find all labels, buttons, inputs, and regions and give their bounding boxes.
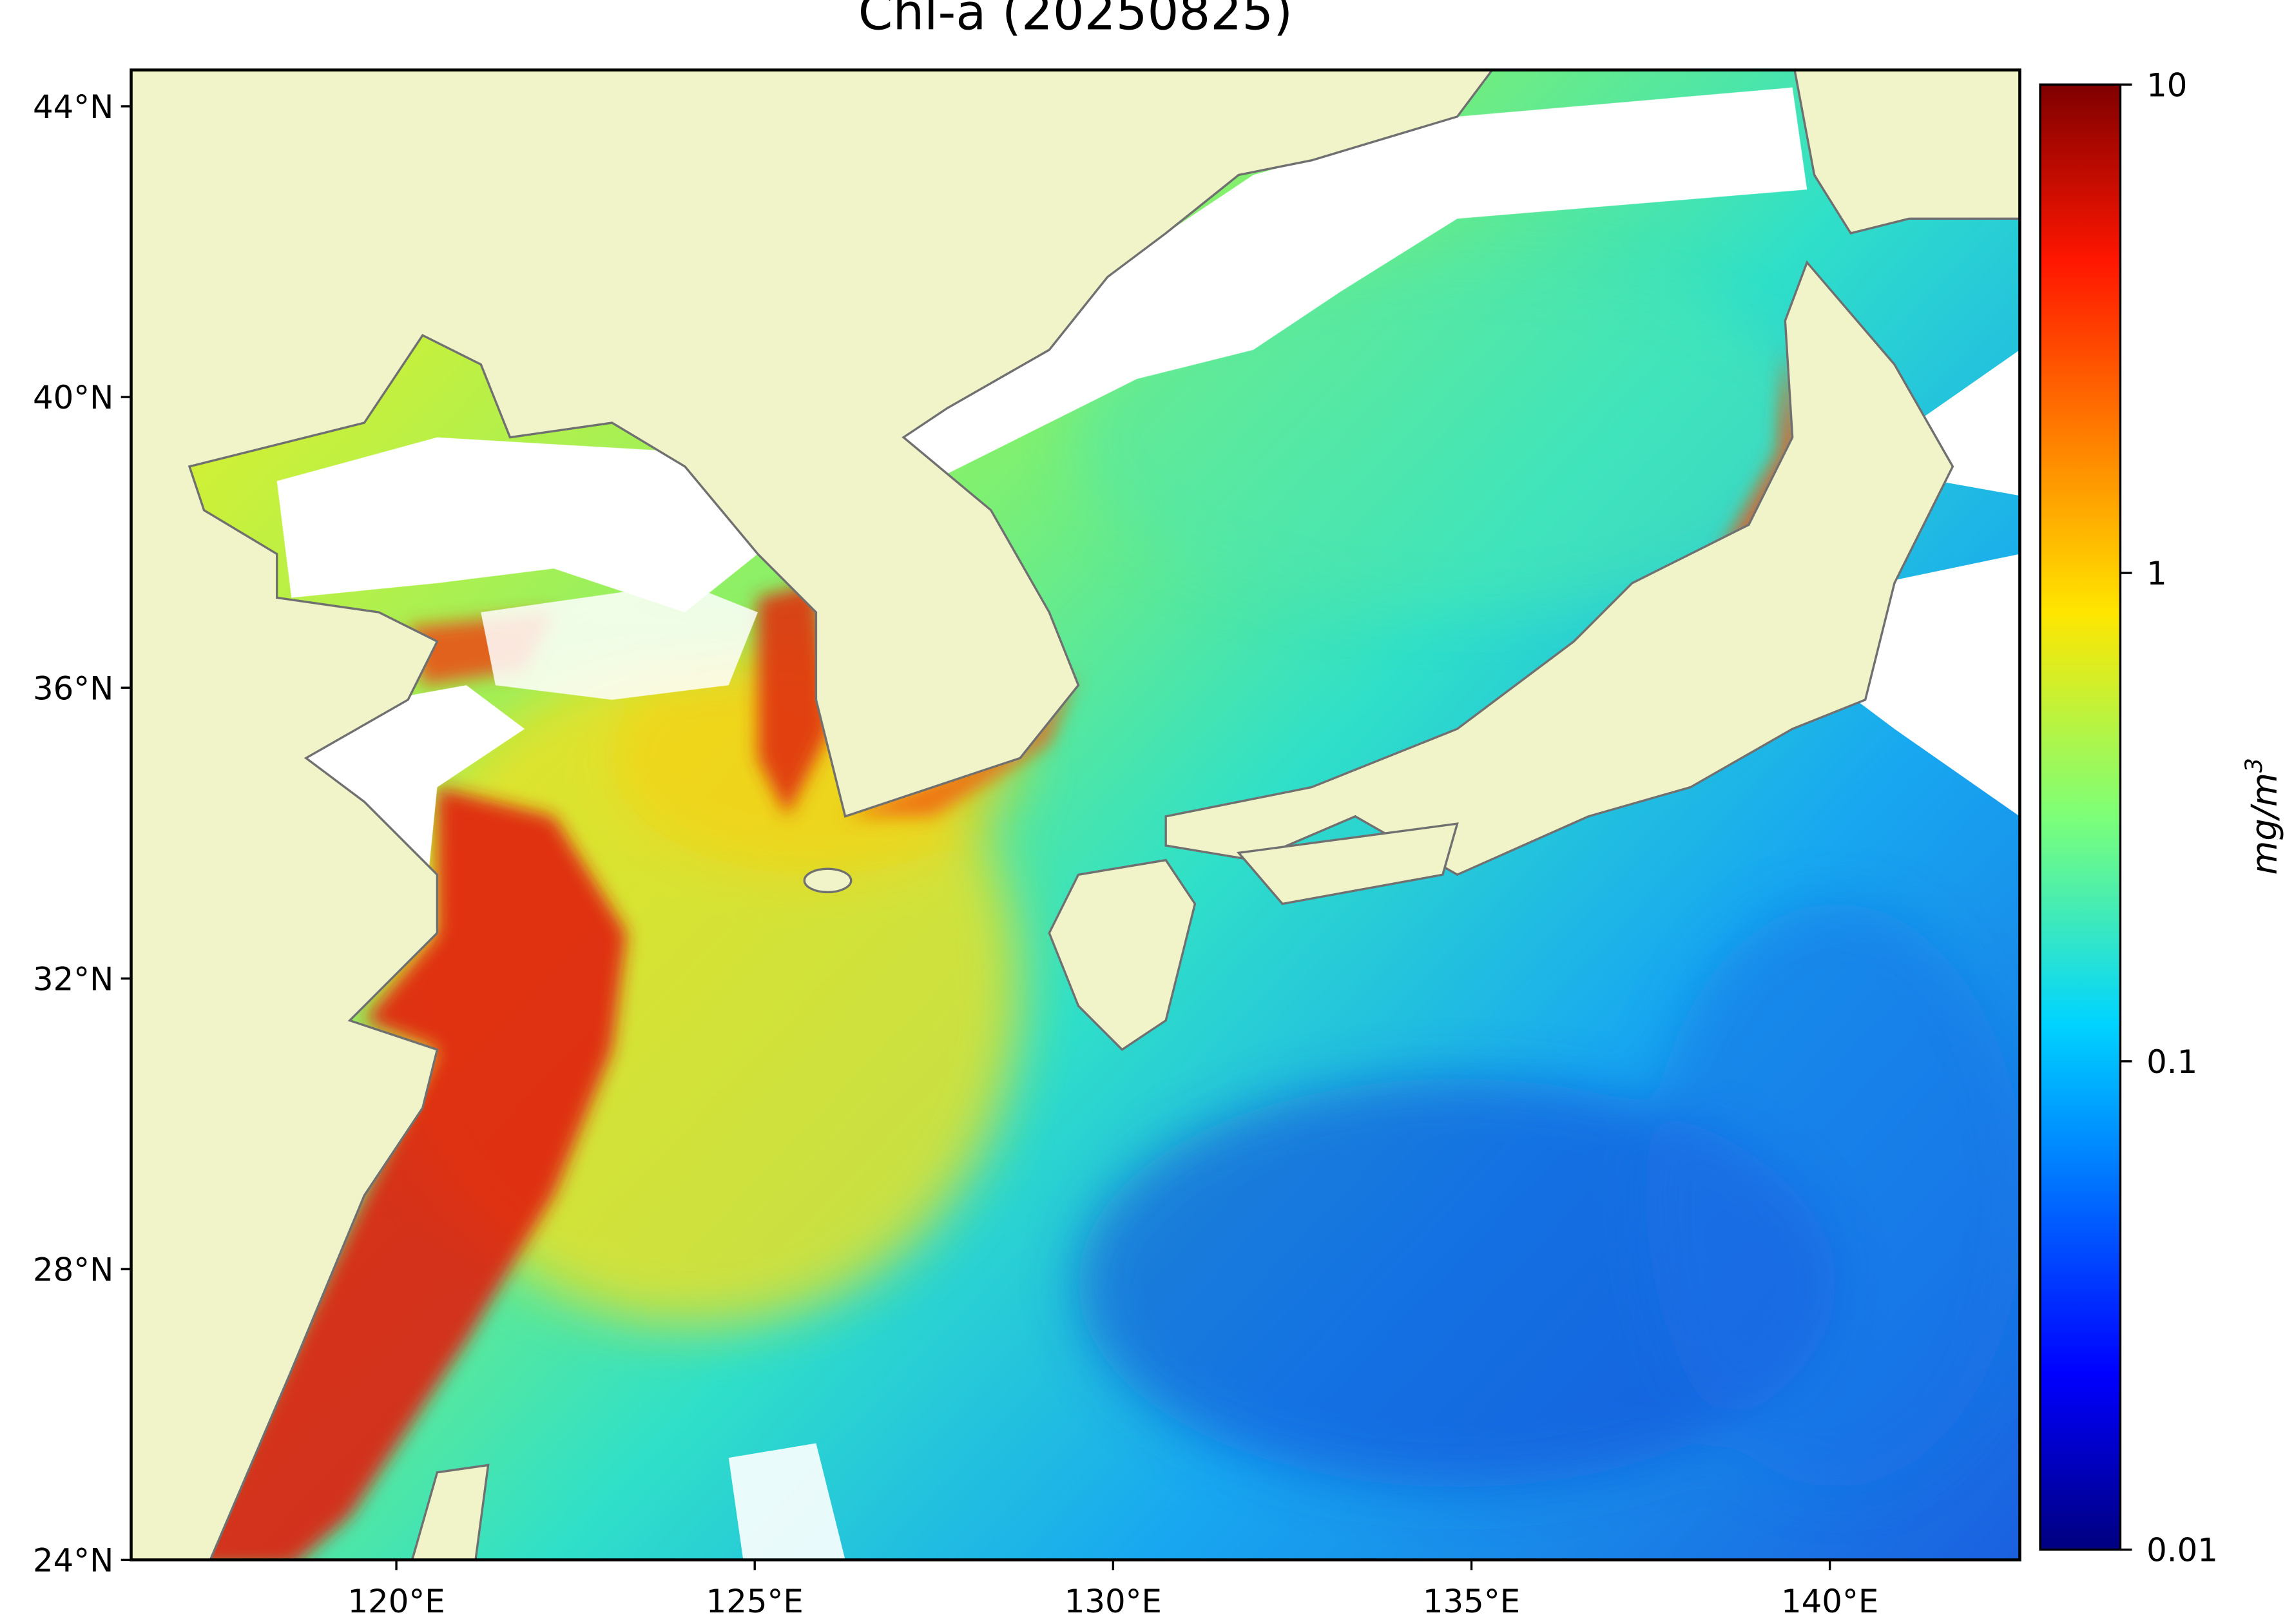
x-tick-label: 130°E: [1065, 1583, 1162, 1620]
coastal-bloom: [193, 349, 1808, 1560]
map-area: [131, 70, 2020, 1560]
map-title: Chl-a (20250825): [858, 0, 1293, 41]
colorbar-tick-label: 1: [2146, 555, 2167, 592]
x-tick-label: 140°E: [1781, 1583, 1878, 1620]
y-tick-label: 36°N: [33, 670, 113, 707]
y-tick-label: 28°N: [33, 1251, 113, 1288]
x-tick-label: 120°E: [347, 1583, 445, 1620]
y-tick-label: 24°N: [33, 1542, 113, 1580]
colorbar-tick-label: 10: [2146, 66, 2187, 104]
colorbar: [2039, 83, 2122, 1551]
colorbar-unit: mg/m: [2244, 773, 2284, 875]
y-tick-label: 40°N: [33, 379, 113, 416]
x-tick-label: 125°E: [706, 1583, 804, 1620]
x-tick-label: 135°E: [1423, 1583, 1520, 1620]
y-tick-label: 44°N: [33, 88, 113, 126]
colorbar-tick-label: 0.01: [2146, 1532, 2218, 1569]
land: [131, 70, 2020, 1560]
colorbar-unit-exponent: 3: [2240, 758, 2268, 773]
y-tick-label: 32°N: [33, 960, 113, 998]
colorbar-tick-label: 0.1: [2146, 1043, 2197, 1081]
colorbar-label: mg/m3: [2240, 758, 2285, 875]
map-frame: [130, 68, 2021, 1561]
